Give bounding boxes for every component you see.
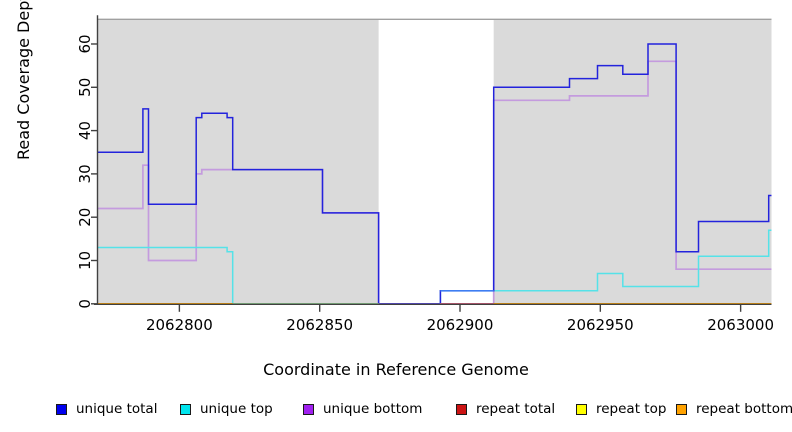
- legend-item-unique-total: unique total: [56, 399, 157, 419]
- shaded-region: [98, 19, 379, 304]
- series-unique-top: [98, 229, 772, 305]
- legend-item-repeat-bottom: repeat bottom: [676, 399, 792, 419]
- y-tick-label: 0: [76, 299, 94, 309]
- y-tick-label: 30: [76, 164, 94, 183]
- x-axis-title: Coordinate in Reference Genome: [263, 360, 529, 379]
- y-tick-label: 10: [76, 251, 94, 270]
- legend-label: repeat bottom: [696, 401, 792, 417]
- legend-swatch-icon: [456, 403, 467, 415]
- y-axis-title: Read Coverage Depth: [14, 0, 33, 160]
- x-tick-label: 2062800: [146, 316, 213, 334]
- legend-item-unique-top: unique top: [180, 399, 273, 419]
- y-tick-label: 50: [76, 78, 94, 97]
- x-tick-label: 2062950: [567, 316, 634, 334]
- legend-label: unique top: [200, 401, 273, 417]
- x-tick-label: 2062900: [427, 316, 494, 334]
- legend-item-repeat-total: repeat total: [456, 399, 555, 419]
- shaded-region: [493, 19, 772, 304]
- legend-swatch-icon: [576, 403, 587, 415]
- y-tick-label: 40: [76, 121, 94, 140]
- legend-label: unique bottom: [323, 401, 423, 417]
- legend-label: unique total: [76, 401, 158, 417]
- y-tick-label: 20: [76, 208, 94, 227]
- legend-swatch-icon: [303, 403, 314, 415]
- legend-label: repeat top: [596, 401, 667, 417]
- series-unique-total: [98, 43, 772, 305]
- x-tick-label: 2062850: [286, 316, 353, 334]
- legend-swatch-icon: [180, 403, 191, 415]
- legend-swatch-icon: [56, 403, 67, 415]
- legend-swatch-icon: [676, 403, 687, 415]
- legend: unique total unique top unique bottom repea…: [0, 399, 792, 421]
- x-tick-label: 2063000: [707, 316, 774, 334]
- y-tick-label: 60: [76, 34, 94, 53]
- legend-item-repeat-top: repeat top: [576, 399, 666, 419]
- legend-label: repeat total: [476, 401, 556, 417]
- legend-item-unique-bottom: unique bottom: [303, 399, 422, 419]
